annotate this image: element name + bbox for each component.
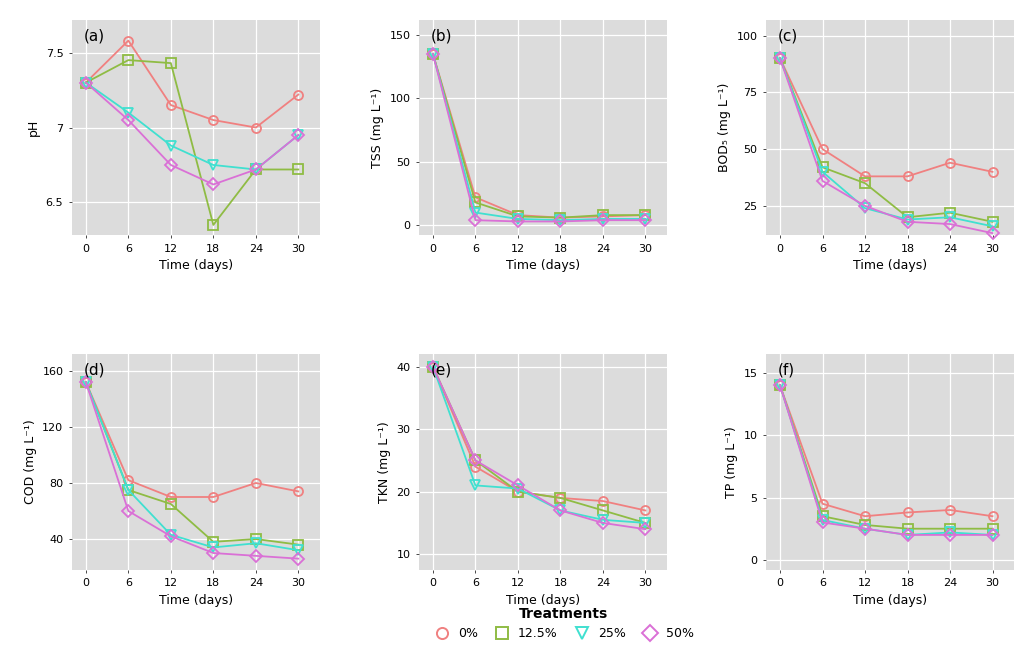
Text: (f): (f) (778, 363, 796, 378)
X-axis label: Time (days): Time (days) (853, 593, 927, 607)
X-axis label: Time (days): Time (days) (853, 259, 927, 272)
Text: (a): (a) (84, 28, 105, 43)
Y-axis label: BOD₅ (mg L⁻¹): BOD₅ (mg L⁻¹) (718, 83, 731, 172)
X-axis label: Time (days): Time (days) (159, 259, 232, 272)
Y-axis label: COD (mg L⁻¹): COD (mg L⁻¹) (24, 420, 37, 504)
Y-axis label: pH: pH (27, 119, 40, 136)
X-axis label: Time (days): Time (days) (159, 593, 232, 607)
Y-axis label: TP (mg L⁻¹): TP (mg L⁻¹) (725, 426, 738, 498)
Legend: 0%, 12.5%, 25%, 50%: 0%, 12.5%, 25%, 50% (428, 602, 698, 645)
X-axis label: Time (days): Time (days) (506, 259, 580, 272)
Y-axis label: TKN (mg L⁻¹): TKN (mg L⁻¹) (378, 421, 391, 503)
Y-axis label: TSS (mg L⁻¹): TSS (mg L⁻¹) (371, 87, 384, 168)
Text: (d): (d) (84, 363, 105, 378)
Text: (c): (c) (778, 28, 799, 43)
Text: (e): (e) (431, 363, 453, 378)
X-axis label: Time (days): Time (days) (506, 593, 580, 607)
Text: (b): (b) (431, 28, 453, 43)
